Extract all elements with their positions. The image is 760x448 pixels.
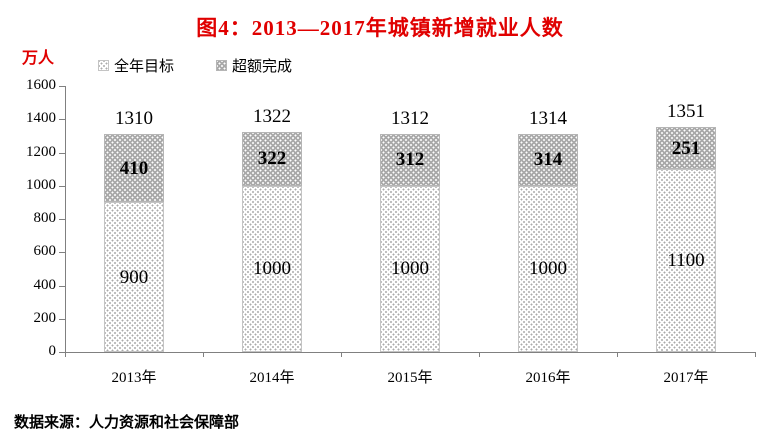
bar-value-target: 1000 [529, 258, 567, 280]
bar-value-target: 900 [119, 266, 149, 288]
bar-group: 251 1100 [656, 127, 716, 352]
bar-value-target: 1000 [391, 258, 429, 280]
bar-value-target: 1100 [667, 250, 705, 272]
y-axis-tick [59, 185, 65, 187]
bar-group: 314 1000 [518, 133, 578, 352]
bar-total-label: 1312 [391, 107, 429, 129]
page-title: 图4：2013—2017年城镇新增就业人数 [196, 16, 564, 40]
legend-swatch-target-icon [98, 60, 109, 71]
bar-segment-excess: 410 [104, 134, 164, 203]
bar-value-excess: 410 [119, 157, 149, 179]
y-axis-tick [59, 152, 65, 154]
x-axis-line [65, 352, 756, 353]
y-axis-unit-label: 万人 [22, 50, 55, 67]
x-axis-tick [203, 353, 204, 357]
bar-total-label: 1314 [529, 107, 567, 129]
bar-segment-target: 900 [104, 202, 164, 352]
bar-segment-target: 1000 [380, 185, 440, 352]
x-axis-tick [341, 353, 342, 357]
bar-value-target: 1000 [253, 258, 291, 280]
bar-segment-excess: 251 [656, 127, 716, 170]
y-axis-label: 1000 [26, 176, 56, 193]
bar-value-excess: 251 [671, 137, 701, 159]
x-axis-tick [617, 353, 618, 357]
category-label: 2013年 [111, 370, 157, 386]
y-axis-label: 600 [33, 243, 57, 260]
y-axis-tick [59, 285, 65, 287]
x-axis-tick [65, 353, 66, 357]
legend-swatch-excess-icon [216, 60, 228, 71]
y-axis-tick [59, 86, 65, 87]
bar-segment-target: 1100 [656, 169, 716, 352]
bar-segment-target: 1000 [242, 185, 302, 352]
bar-total-label: 1351 [667, 101, 705, 123]
legend-item-excess: 超额完成 [216, 55, 292, 76]
category-label: 2014年 [249, 370, 295, 386]
category-label: 2017年 [663, 370, 709, 386]
legend-item-target: 全年目标 [98, 55, 174, 76]
y-axis-tick [59, 318, 65, 320]
bar-group: 410 900 [104, 134, 164, 352]
y-axis-label: 0 [48, 343, 57, 359]
legend: 全年目标 超额完成 [98, 55, 292, 76]
bar-segment-excess: 322 [242, 132, 302, 186]
y-axis-label: 400 [33, 276, 57, 293]
y-axis-tick [59, 119, 65, 121]
bar-value-excess: 322 [257, 148, 287, 170]
bar-segment-excess: 314 [518, 133, 578, 186]
y-axis-label: 1400 [26, 110, 56, 127]
bar-total-label: 1322 [253, 106, 291, 128]
category-label: 2016年 [525, 370, 571, 386]
y-axis-label: 200 [33, 309, 57, 326]
bar-segment-excess: 312 [380, 133, 440, 186]
y-axis-label: 1600 [26, 77, 56, 93]
legend-label-target: 全年目标 [114, 59, 175, 75]
bar-group: 312 1000 [380, 133, 440, 352]
y-axis-tick [59, 352, 65, 353]
legend-label-excess: 超额完成 [232, 59, 293, 75]
bar-value-excess: 314 [533, 149, 563, 171]
bar-group: 322 1000 [242, 132, 302, 352]
bar-value-excess: 312 [395, 149, 425, 171]
y-axis-label: 1200 [26, 143, 56, 160]
y-axis-line [65, 86, 66, 352]
y-axis-tick [59, 252, 65, 254]
category-label: 2015年 [387, 370, 433, 386]
y-axis-tick [59, 219, 65, 220]
x-axis-tick [755, 353, 756, 357]
y-axis-label: 800 [33, 210, 57, 226]
source-note: 数据来源：人力资源和社会保障部 [14, 414, 240, 431]
bar-segment-target: 1000 [518, 185, 578, 352]
bar-total-label: 1310 [115, 108, 153, 130]
x-axis-tick [479, 353, 480, 357]
